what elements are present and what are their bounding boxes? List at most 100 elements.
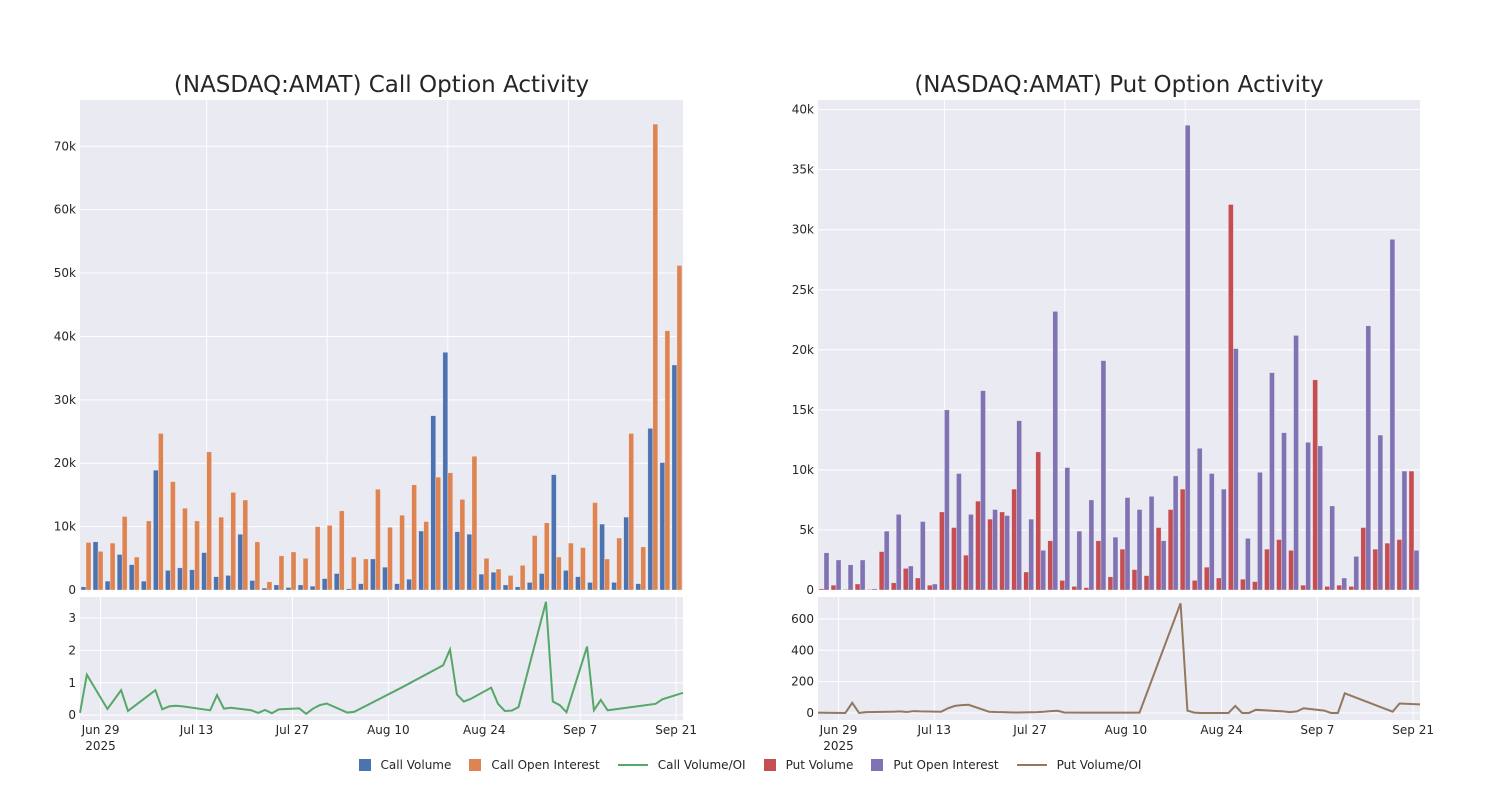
put-volume-oi-line <box>817 602 1421 715</box>
ratio-ytick-label: 3 <box>68 611 76 625</box>
x-tick-label: Aug 10 <box>367 723 410 737</box>
call-volume-bar <box>454 531 461 591</box>
ratio-ytick-label: 2 <box>68 643 76 657</box>
bar-ytick-label: 0 <box>806 583 814 597</box>
put-volume-bar <box>1095 540 1102 591</box>
put-open-interest-bar <box>859 559 866 591</box>
call-open-interest-bar <box>109 542 116 591</box>
call-volume-bar <box>225 575 232 591</box>
call-volume-bar <box>333 573 340 591</box>
put-volume-bar <box>1264 548 1270 591</box>
put-open-interest-bar <box>1401 470 1408 591</box>
put-volume-bar <box>1203 566 1210 591</box>
put-volume-bar <box>866 589 873 591</box>
call-open-interest-bar <box>676 265 683 591</box>
legend-line-swatch <box>1016 764 1047 766</box>
x-tick-label: Aug 24 <box>463 723 506 737</box>
call-volume-bar <box>575 576 581 591</box>
call-volume-bar <box>635 583 642 591</box>
put-volume-bar <box>1300 584 1306 591</box>
call-volume-bar <box>80 586 87 591</box>
call-open-interest-bar <box>495 568 502 591</box>
put-volume-bar <box>1312 379 1318 591</box>
call-volume-bar <box>104 580 111 591</box>
call-open-interest-bar <box>399 514 405 591</box>
call-volume-bar <box>466 533 473 591</box>
put-volume-bar <box>1059 580 1066 591</box>
legend-swatch <box>871 759 884 771</box>
call-volume-bar <box>490 571 497 591</box>
call-open-interest-bar <box>302 558 309 591</box>
put-volume-bar <box>939 511 945 591</box>
x-tick-label: Sep 21 <box>1392 723 1434 737</box>
put-volume-bar <box>1155 527 1162 591</box>
call-volume-bar <box>285 587 292 591</box>
call-volume-bar <box>538 573 545 591</box>
legend-item: Put Volume/OI <box>1016 758 1141 772</box>
put-volume-bar <box>1384 542 1391 591</box>
call-open-interest-bar <box>387 526 393 591</box>
put-volume-bar <box>987 518 993 591</box>
call-open-interest-bar <box>170 481 176 591</box>
call-volume-bar <box>382 566 388 591</box>
call-volume-bar <box>201 552 207 591</box>
put-open-interest-bar <box>1100 360 1107 591</box>
put-volume-bar <box>1191 580 1198 591</box>
put-open-interest-bar <box>1365 325 1372 591</box>
call-open-interest-bar <box>556 556 562 591</box>
put-open-interest-bar <box>1040 550 1047 591</box>
call-volume-bar <box>430 415 437 591</box>
bar-ytick-label: 10k <box>792 463 814 477</box>
put-open-interest-bar <box>956 473 962 591</box>
legend-item: Call Volume/OI <box>617 758 746 772</box>
legend-swatch <box>469 759 482 771</box>
call-open-interest-bar <box>628 433 635 591</box>
put-volume-bar <box>1083 587 1090 591</box>
call-open-interest-bar <box>543 522 550 591</box>
bar-ytick-label: 35k <box>792 163 814 177</box>
call-open-interest-bar <box>146 520 152 591</box>
legend: Call Volume Call Open Interest Call Volume… <box>0 758 1500 772</box>
bar-ytick-label: 20k <box>792 343 814 357</box>
call-chart-title: (NASDAQ:AMAT) Call Option Activity <box>174 72 589 98</box>
put-volume-bar <box>854 583 861 591</box>
put-open-interest-bar <box>1293 335 1299 591</box>
call-open-interest-bar <box>447 472 454 591</box>
call-open-interest-bar <box>375 488 381 591</box>
call-open-interest-bar <box>314 526 321 591</box>
put-open-interest-bar <box>1281 432 1287 591</box>
call-open-interest-bar <box>182 507 188 591</box>
call-volume-bar <box>249 580 256 591</box>
call-open-interest-bar <box>531 535 538 591</box>
call-open-interest-bar <box>616 537 622 591</box>
call-open-interest-bar <box>483 558 490 591</box>
x-tick-label: Sep 7 <box>563 723 597 737</box>
ratio-ytick-label: 0 <box>806 706 814 720</box>
call-volume-bar <box>526 582 533 591</box>
ratio-ytick-label: 200 <box>791 675 814 689</box>
call-open-interest-bar <box>242 499 249 591</box>
put-open-interest-bar <box>1389 239 1396 591</box>
ratio-ytick-label: 1 <box>68 676 76 690</box>
put-open-interest-bar <box>1076 530 1083 591</box>
put-volume-bar <box>1372 548 1379 591</box>
call-open-interest-bar <box>580 547 586 591</box>
call-volume-bar <box>647 428 654 591</box>
call-volume-bar <box>261 587 268 591</box>
ratio-ytick-label: 600 <box>791 612 814 626</box>
legend-item: Put Open Interest <box>871 758 999 772</box>
put-volume-bar <box>1252 581 1258 591</box>
put-open-interest-bar <box>1112 536 1119 591</box>
put-open-interest-bar <box>1341 577 1348 591</box>
put-volume-bar <box>1228 204 1234 591</box>
put-volume-bar <box>1107 576 1114 591</box>
put-open-interest-bar <box>1052 311 1059 591</box>
bar-ytick-label: 30k <box>792 223 814 237</box>
call-open-interest-bar <box>435 476 442 591</box>
put-open-interest-bar <box>1160 540 1167 591</box>
put-volume-bar <box>999 511 1005 591</box>
x-tick-label: Sep 21 <box>655 723 697 737</box>
call-bar-plot-area <box>80 100 683 590</box>
call-open-interest-bar <box>640 546 647 591</box>
